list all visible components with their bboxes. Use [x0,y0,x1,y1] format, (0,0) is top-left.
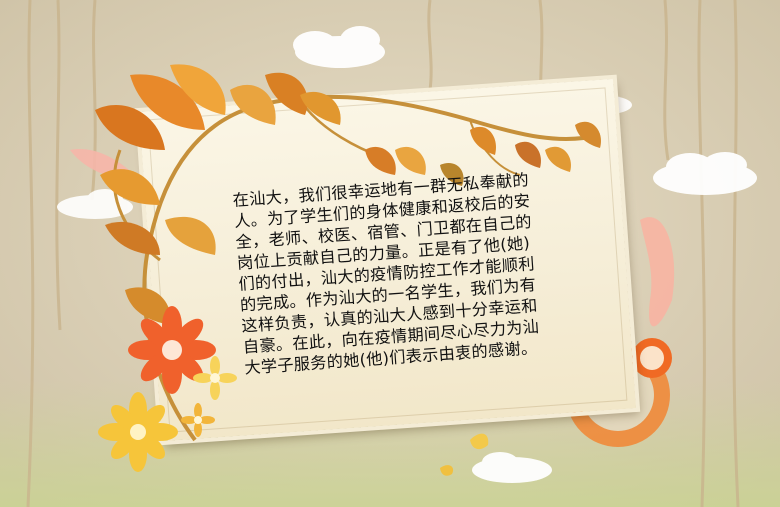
cloud-bottom [472,452,552,483]
pink-petal-right [640,217,675,327]
message-text: 在汕大，我们很幸运地有一群无私奉献的 人。为了学生们的身体健康和返校后的安 全，… [232,163,624,378]
cloud-top [293,26,385,68]
cloud-right [653,152,757,195]
